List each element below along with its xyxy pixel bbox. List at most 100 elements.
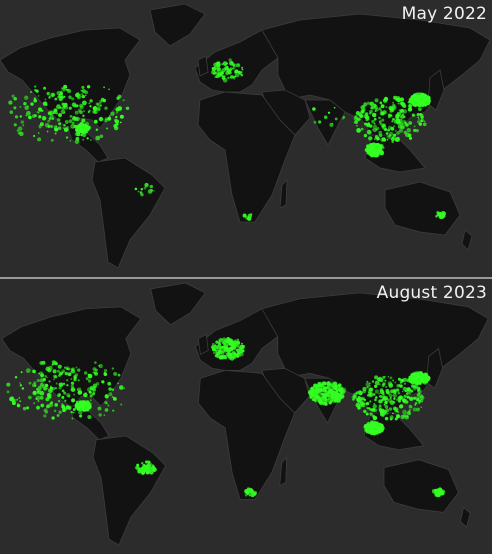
activity-dot [75, 404, 80, 409]
activity-dot [385, 388, 390, 393]
activity-dot [397, 102, 400, 105]
activity-dot [375, 144, 379, 148]
activity-dot [211, 345, 216, 350]
landmass-north-america [1, 306, 142, 409]
activity-dot [28, 115, 32, 120]
activity-region-mexico [73, 121, 92, 135]
activity-dot [107, 404, 110, 407]
activity-dot [397, 391, 401, 395]
activity-dot [83, 393, 86, 396]
activity-dot [215, 354, 218, 356]
activity-dot [77, 390, 83, 395]
activity-dot [415, 407, 420, 412]
activity-dot [327, 111, 331, 114]
activity-dot [74, 139, 80, 144]
activity-dot [313, 397, 319, 403]
activity-dot [395, 388, 400, 392]
activity-dot [17, 126, 23, 131]
activity-dot [364, 147, 369, 153]
activity-dot [387, 392, 390, 395]
activity-dot [94, 368, 98, 372]
activity-dot [77, 379, 80, 382]
activity-dot [88, 109, 91, 112]
activity-dot [85, 392, 87, 394]
activity-dot [24, 95, 29, 100]
activity-dot [389, 396, 392, 399]
activity-dot [327, 390, 331, 395]
activity-dot [424, 94, 428, 97]
landmass-central-america [68, 405, 110, 441]
activity-dot [415, 373, 419, 376]
activity-dot [73, 393, 76, 396]
activity-dot [378, 383, 381, 386]
activity-dot [215, 340, 219, 344]
activity-dot [418, 401, 421, 404]
activity-dot [373, 138, 376, 141]
activity-dot [46, 376, 48, 379]
activity-dot [35, 395, 41, 401]
activity-dot [80, 133, 83, 137]
landmass-australia [384, 181, 461, 236]
activity-dot [375, 150, 379, 154]
activity-dot [418, 400, 420, 402]
activity-region-usa [6, 360, 126, 420]
activity-region-europe [211, 336, 245, 361]
activity-dot [8, 100, 13, 105]
activity-dot [363, 409, 367, 414]
activity-dot [419, 394, 424, 399]
activity-dot [64, 120, 69, 124]
activity-dot [22, 406, 27, 411]
activity-dot [52, 363, 54, 365]
activity-dot [66, 384, 69, 387]
activity-dot [331, 122, 334, 125]
activity-dot [33, 381, 37, 385]
activity-dot [65, 136, 69, 139]
landmass-uk [197, 55, 209, 77]
activity-dot [417, 382, 420, 386]
activity-dot [421, 104, 425, 108]
activity-dot [379, 389, 385, 395]
activity-dot [78, 410, 83, 415]
activity-dot [29, 90, 33, 94]
activity-dot [378, 144, 383, 149]
land-masses [0, 3, 491, 269]
activity-dot [221, 74, 224, 78]
activity-dot [422, 122, 427, 127]
activity-dot [19, 105, 22, 108]
activity-dot [219, 354, 224, 360]
activity-dot [58, 122, 62, 126]
activity-dot [366, 123, 370, 127]
activity-dot [112, 409, 115, 412]
activity-dot [397, 377, 401, 381]
activity-dot [44, 98, 47, 101]
activity-dot [66, 379, 69, 382]
activity-dot [378, 107, 382, 111]
activity-dot [65, 405, 70, 410]
activity-dot [408, 408, 411, 412]
activity-dot [397, 399, 401, 403]
activity-dot [425, 97, 430, 102]
activity-dot [419, 123, 422, 126]
activity-dot [142, 464, 146, 467]
activity-dot [115, 111, 119, 114]
activity-dot [52, 369, 57, 374]
activity-dot [393, 397, 396, 400]
activity-dot [369, 109, 373, 114]
activity-dot [384, 405, 389, 409]
activity-dot [395, 113, 400, 119]
activity-dot [81, 406, 85, 411]
activity-dot [81, 85, 85, 89]
activity-dot [378, 404, 382, 408]
activity-dot [329, 387, 333, 392]
activity-dot [151, 465, 155, 469]
activity-dot [54, 387, 57, 390]
activity-dot [66, 125, 69, 128]
activity-dot [322, 386, 327, 391]
activity-dot [14, 375, 18, 379]
activity-dot [115, 115, 118, 119]
activity-dot [77, 408, 80, 410]
activity-dot [379, 122, 382, 126]
activity-dot [217, 351, 220, 354]
activity-dot [392, 379, 395, 382]
activity-dot [108, 88, 110, 91]
